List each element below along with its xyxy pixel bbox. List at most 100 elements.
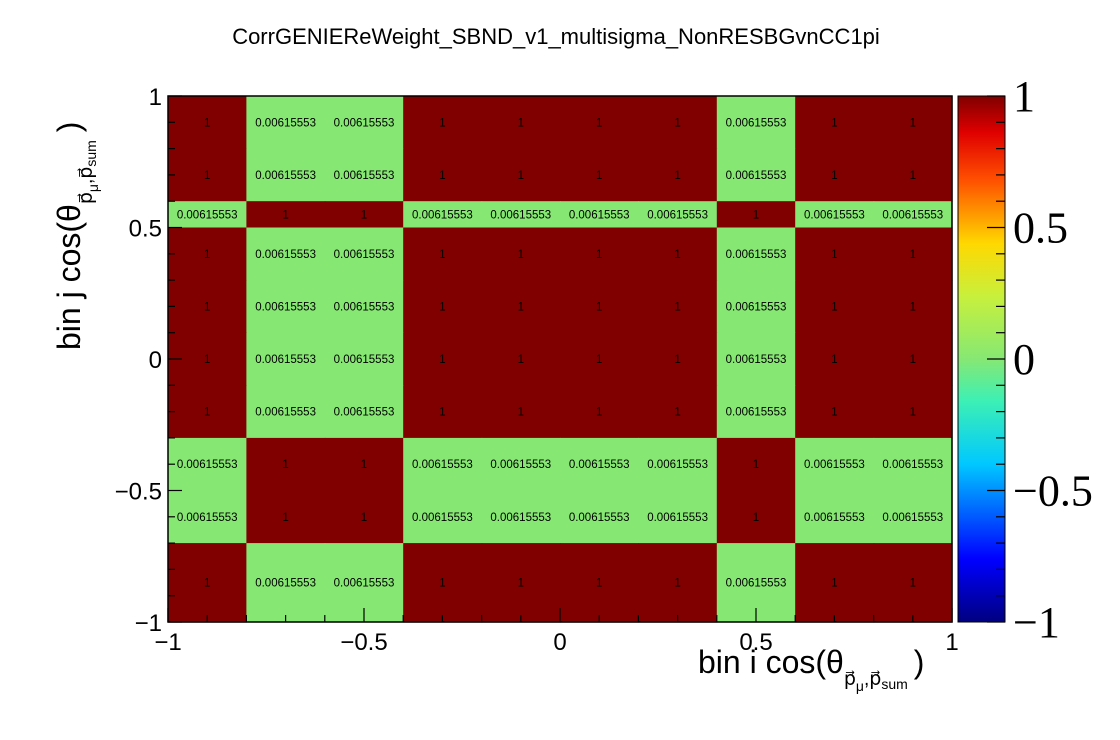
cell-value-label: 1 [674,407,680,419]
cell-value-label: 1 [596,578,602,590]
heatmap-cell [560,148,639,202]
heatmap-cell [638,332,718,386]
y-tick-label: −0.5 [115,479,162,506]
heatmap-cell [481,148,561,202]
cell-value-label: 0.00615553 [726,407,787,419]
cell-value-label: 1 [753,209,759,221]
heatmap-cell [246,490,326,544]
cell-value-label: 0.00615553 [490,209,551,221]
heatmap-cell [873,437,953,492]
color-scale-tick-label: −1 [1013,598,1060,647]
heatmap-cells [168,96,953,623]
heatmap-cell [716,96,796,150]
heatmap-cell [324,201,404,229]
cell-value-label: 0.00615553 [569,209,630,221]
cell-value-label: 1 [439,578,445,590]
cell-value-label: 1 [831,117,837,129]
cell-value-label: 0.00615553 [177,459,238,471]
heatmap-cell [168,148,247,202]
heatmap-cell [560,280,639,334]
x-tick-label: −1 [154,629,181,656]
y-axis-label-sub2: ,p⃗ [76,167,97,184]
cell-value-label: 1 [910,354,916,366]
heatmap-cell [403,437,483,492]
x-axis-label-main: bin i cos(θ [698,644,844,680]
cell-value-label: 1 [596,354,602,366]
heatmap-cell-labels: 1 0.00615553 0.00615553 1 1 1 1 0.00615553 1 1 1 0.… [177,117,943,589]
cell-value-label: 0.00615553 [882,512,943,524]
heatmap-cell [873,227,953,281]
heatmap-cell [246,201,326,229]
x-axis-label-subsub: μ [856,678,864,694]
cell-value-label: 1 [831,301,837,313]
cell-value-label: 0.00615553 [804,459,865,471]
cell-value-label: 0.00615553 [255,249,316,261]
x-axis-label-subsub2: sum [881,676,907,692]
heatmap-cell [795,201,875,229]
heatmap-cell [560,490,639,544]
heatmap-cell [716,201,796,229]
heatmap-cell [246,96,326,150]
heatmap-cell [168,437,247,492]
heatmap-cell [481,96,561,150]
cell-value-label: 1 [831,407,837,419]
heatmap-cell [324,332,404,386]
heatmap-cell [795,385,875,439]
heatmap-cell [403,490,483,544]
cell-value-label: 1 [596,170,602,182]
color-scale: −1 −0.5 0 0.5 1 [957,72,1093,647]
x-axis-label-sub: p⃗ [844,669,856,690]
cell-value-label: 0.00615553 [726,578,787,590]
svg-text:bin i cos(θp⃗μ,p⃗sum): bin i cos(θp⃗μ,p⃗sum) [698,644,924,694]
heatmap-cell [324,490,404,544]
heatmap-cell [716,332,796,386]
color-scale-tick-label: 1 [1013,72,1035,121]
cell-value-label: 0.00615553 [726,249,787,261]
heatmap-cell [246,227,326,281]
heatmap-cell [873,332,953,386]
heatmap-cell [716,227,796,281]
cell-value-label: 0.00615553 [334,354,395,366]
cell-value-label: 1 [596,407,602,419]
heatmap-cell [795,148,875,202]
cell-value-label: 1 [674,249,680,261]
x-tick-label: 0.5 [739,629,772,656]
heatmap-cell [716,437,796,492]
cell-value-label: 1 [361,209,367,221]
y-tick-label: 0.5 [129,216,162,243]
color-scale-tick-label: −0.5 [1013,467,1093,516]
heatmap-cell [560,201,639,229]
cell-value-label: 1 [204,249,210,261]
cell-value-label: 0.00615553 [334,249,395,261]
heatmap-cell [403,280,483,334]
heatmap-cell [481,280,561,334]
cell-value-label: 1 [439,249,445,261]
cell-value-label: 1 [361,512,367,524]
cell-value-label: 1 [204,301,210,313]
color-scale-tick-label: 0.5 [1013,204,1068,253]
cell-value-label: 1 [204,354,210,366]
heatmap-cell [560,332,639,386]
heatmap-cell [795,96,875,150]
heatmap-cell [324,385,404,439]
heatmap-cell [638,385,718,439]
heatmap-cell [324,227,404,281]
heatmap-cell [873,543,953,623]
heatmap-cell [168,96,247,150]
cell-value-label: 1 [910,117,916,129]
cell-value-label: 0.00615553 [726,301,787,313]
heatmap-cell [638,201,718,229]
heatmap-cell [795,227,875,281]
heatmap-cell [716,280,796,334]
heatmap-cell [481,437,561,492]
heatmap-cell [638,490,718,544]
cell-value-label: 1 [674,301,680,313]
cell-value-label: 0.00615553 [255,170,316,182]
cell-value-label: 0.00615553 [412,209,473,221]
heatmap-cell [246,543,326,623]
color-scale-tick-label: 0 [1013,335,1035,384]
cell-value-label: 1 [674,170,680,182]
cell-value-label: 1 [831,354,837,366]
cell-value-label: 0.00615553 [334,117,395,129]
heatmap-cell [873,201,953,229]
